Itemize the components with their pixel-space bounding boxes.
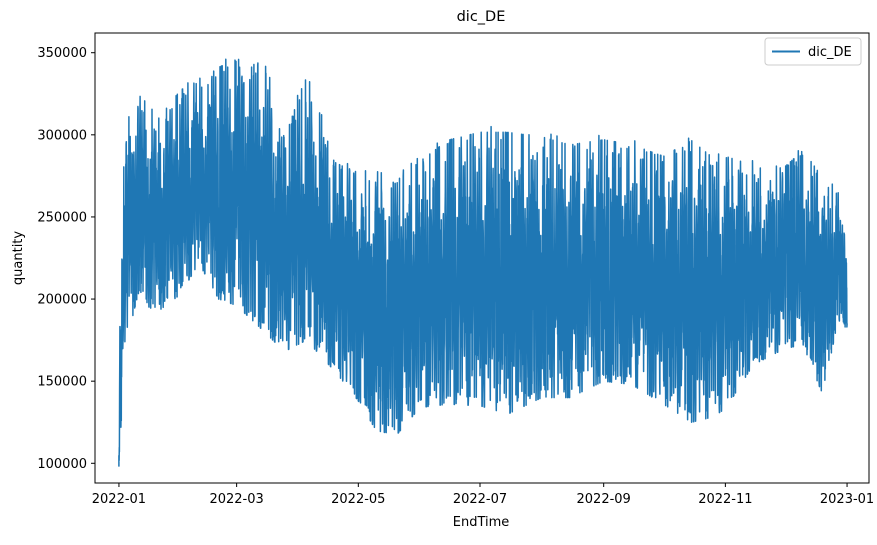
- series-layer: [118, 58, 848, 467]
- x-tick-label: 2022-11: [698, 492, 752, 507]
- y-tick-label: 100000: [37, 457, 87, 472]
- y-tick-label: 250000: [37, 210, 87, 225]
- legend-box: [764, 37, 862, 66]
- x-tick-label: 2022-05: [331, 492, 385, 507]
- x-axis: 2022-01 2022-03 2022-05 2022-07 2022-09 2022-…: [92, 483, 874, 507]
- series-line-dic_DE: [118, 58, 848, 467]
- plot-frame: [94, 32, 870, 484]
- x-tick-label: 2022-03: [209, 492, 263, 507]
- x-axis-label: EndTime: [453, 515, 510, 530]
- y-tick-label: 200000: [37, 293, 87, 308]
- y-tick-label: 150000: [37, 375, 87, 390]
- legend-entry: dic_DE: [808, 45, 852, 60]
- y-tick-label: 350000: [37, 46, 87, 61]
- chart-title: dic_DE: [457, 9, 506, 25]
- legend: dic_DE: [764, 37, 862, 66]
- x-tick-label: 2023-01: [820, 492, 874, 507]
- y-axis: 100000 150000 200000 250000 300000 350000: [37, 46, 95, 472]
- x-tick-label: 2022-09: [577, 492, 631, 507]
- y-axis-label: quantity: [11, 231, 26, 286]
- x-tick-label: 2022-01: [92, 492, 146, 507]
- x-tick-label: 2022-07: [453, 492, 507, 507]
- y-tick-label: 300000: [37, 128, 87, 143]
